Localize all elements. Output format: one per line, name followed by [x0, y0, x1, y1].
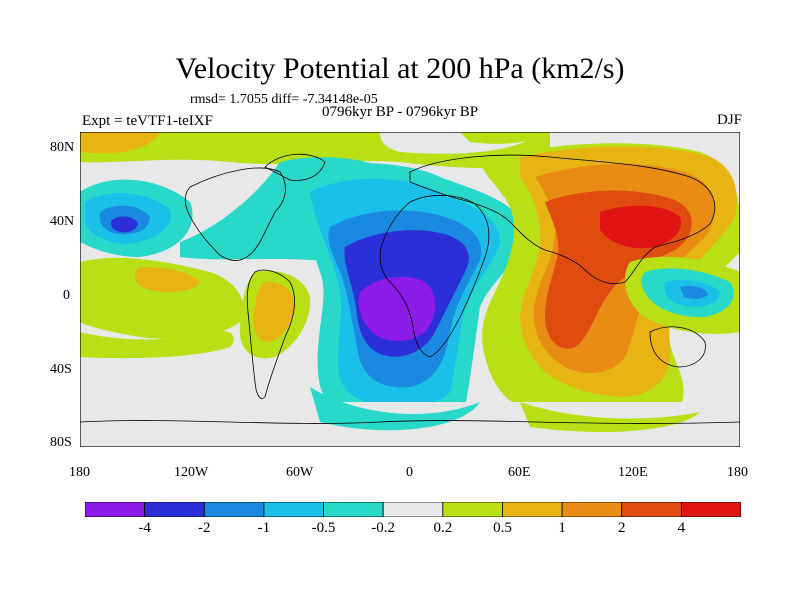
velocity-potential-map	[80, 132, 740, 447]
colorbar-swatch	[561, 502, 623, 517]
colorbar-swatch	[502, 502, 563, 517]
lat-tick: 80N	[50, 140, 75, 155]
colorbar-swatch	[85, 502, 146, 517]
colorbar-label: 2	[617, 520, 626, 536]
lat-tick: 40N	[50, 214, 75, 229]
colorbar-label: -4	[138, 520, 151, 536]
lat-tick: 0	[63, 288, 70, 303]
colorbar-label: -2	[198, 520, 211, 536]
colorbar-label: 0.2	[433, 520, 453, 536]
lat-tick: 40S	[50, 362, 72, 377]
plot-title: Velocity Potential at 200 hPa (km2/s)	[175, 52, 625, 85]
colorbar-swatch	[621, 502, 682, 517]
experiment-label: Expt = teVTF1-teIXF	[82, 113, 213, 129]
colorbar-label: -0.2	[371, 520, 396, 536]
colorbar-swatch	[144, 502, 205, 517]
colorbar-swatch	[442, 502, 503, 517]
contour-minimum-purple	[358, 276, 436, 341]
lon-tick: 180	[69, 465, 90, 480]
colorbar-swatch	[263, 502, 324, 517]
period-text: 0796kyr BP - 0796kyr BP	[322, 104, 479, 120]
lon-tick: 180	[727, 465, 748, 480]
colorbar-swatch	[382, 502, 444, 517]
colorbar-swatch	[203, 502, 265, 517]
colorbar-label: 4	[677, 520, 686, 536]
lon-tick: 0	[406, 465, 413, 480]
lat-tick: 80S	[50, 435, 72, 450]
colorbar	[85, 502, 741, 517]
colorbar-label: -1	[257, 520, 271, 536]
colorbar-label: -0.5	[311, 520, 336, 536]
colorbar-swatch	[680, 502, 741, 517]
colorbar-label: 0.5	[493, 520, 512, 536]
lon-tick: 60W	[286, 465, 314, 480]
coastlines	[80, 153, 740, 424]
colorbar-swatch	[323, 502, 384, 517]
lon-tick: 120E	[618, 465, 648, 480]
lon-tick: 120W	[174, 465, 209, 480]
contour-maximum-red	[600, 205, 681, 249]
colorbar-label: 1	[558, 520, 566, 536]
lon-tick: 60E	[508, 465, 531, 480]
season-label: DJF	[716, 112, 742, 128]
stats-text: rmsd= 1.7055 diff= -7.34148e-05	[190, 92, 378, 107]
